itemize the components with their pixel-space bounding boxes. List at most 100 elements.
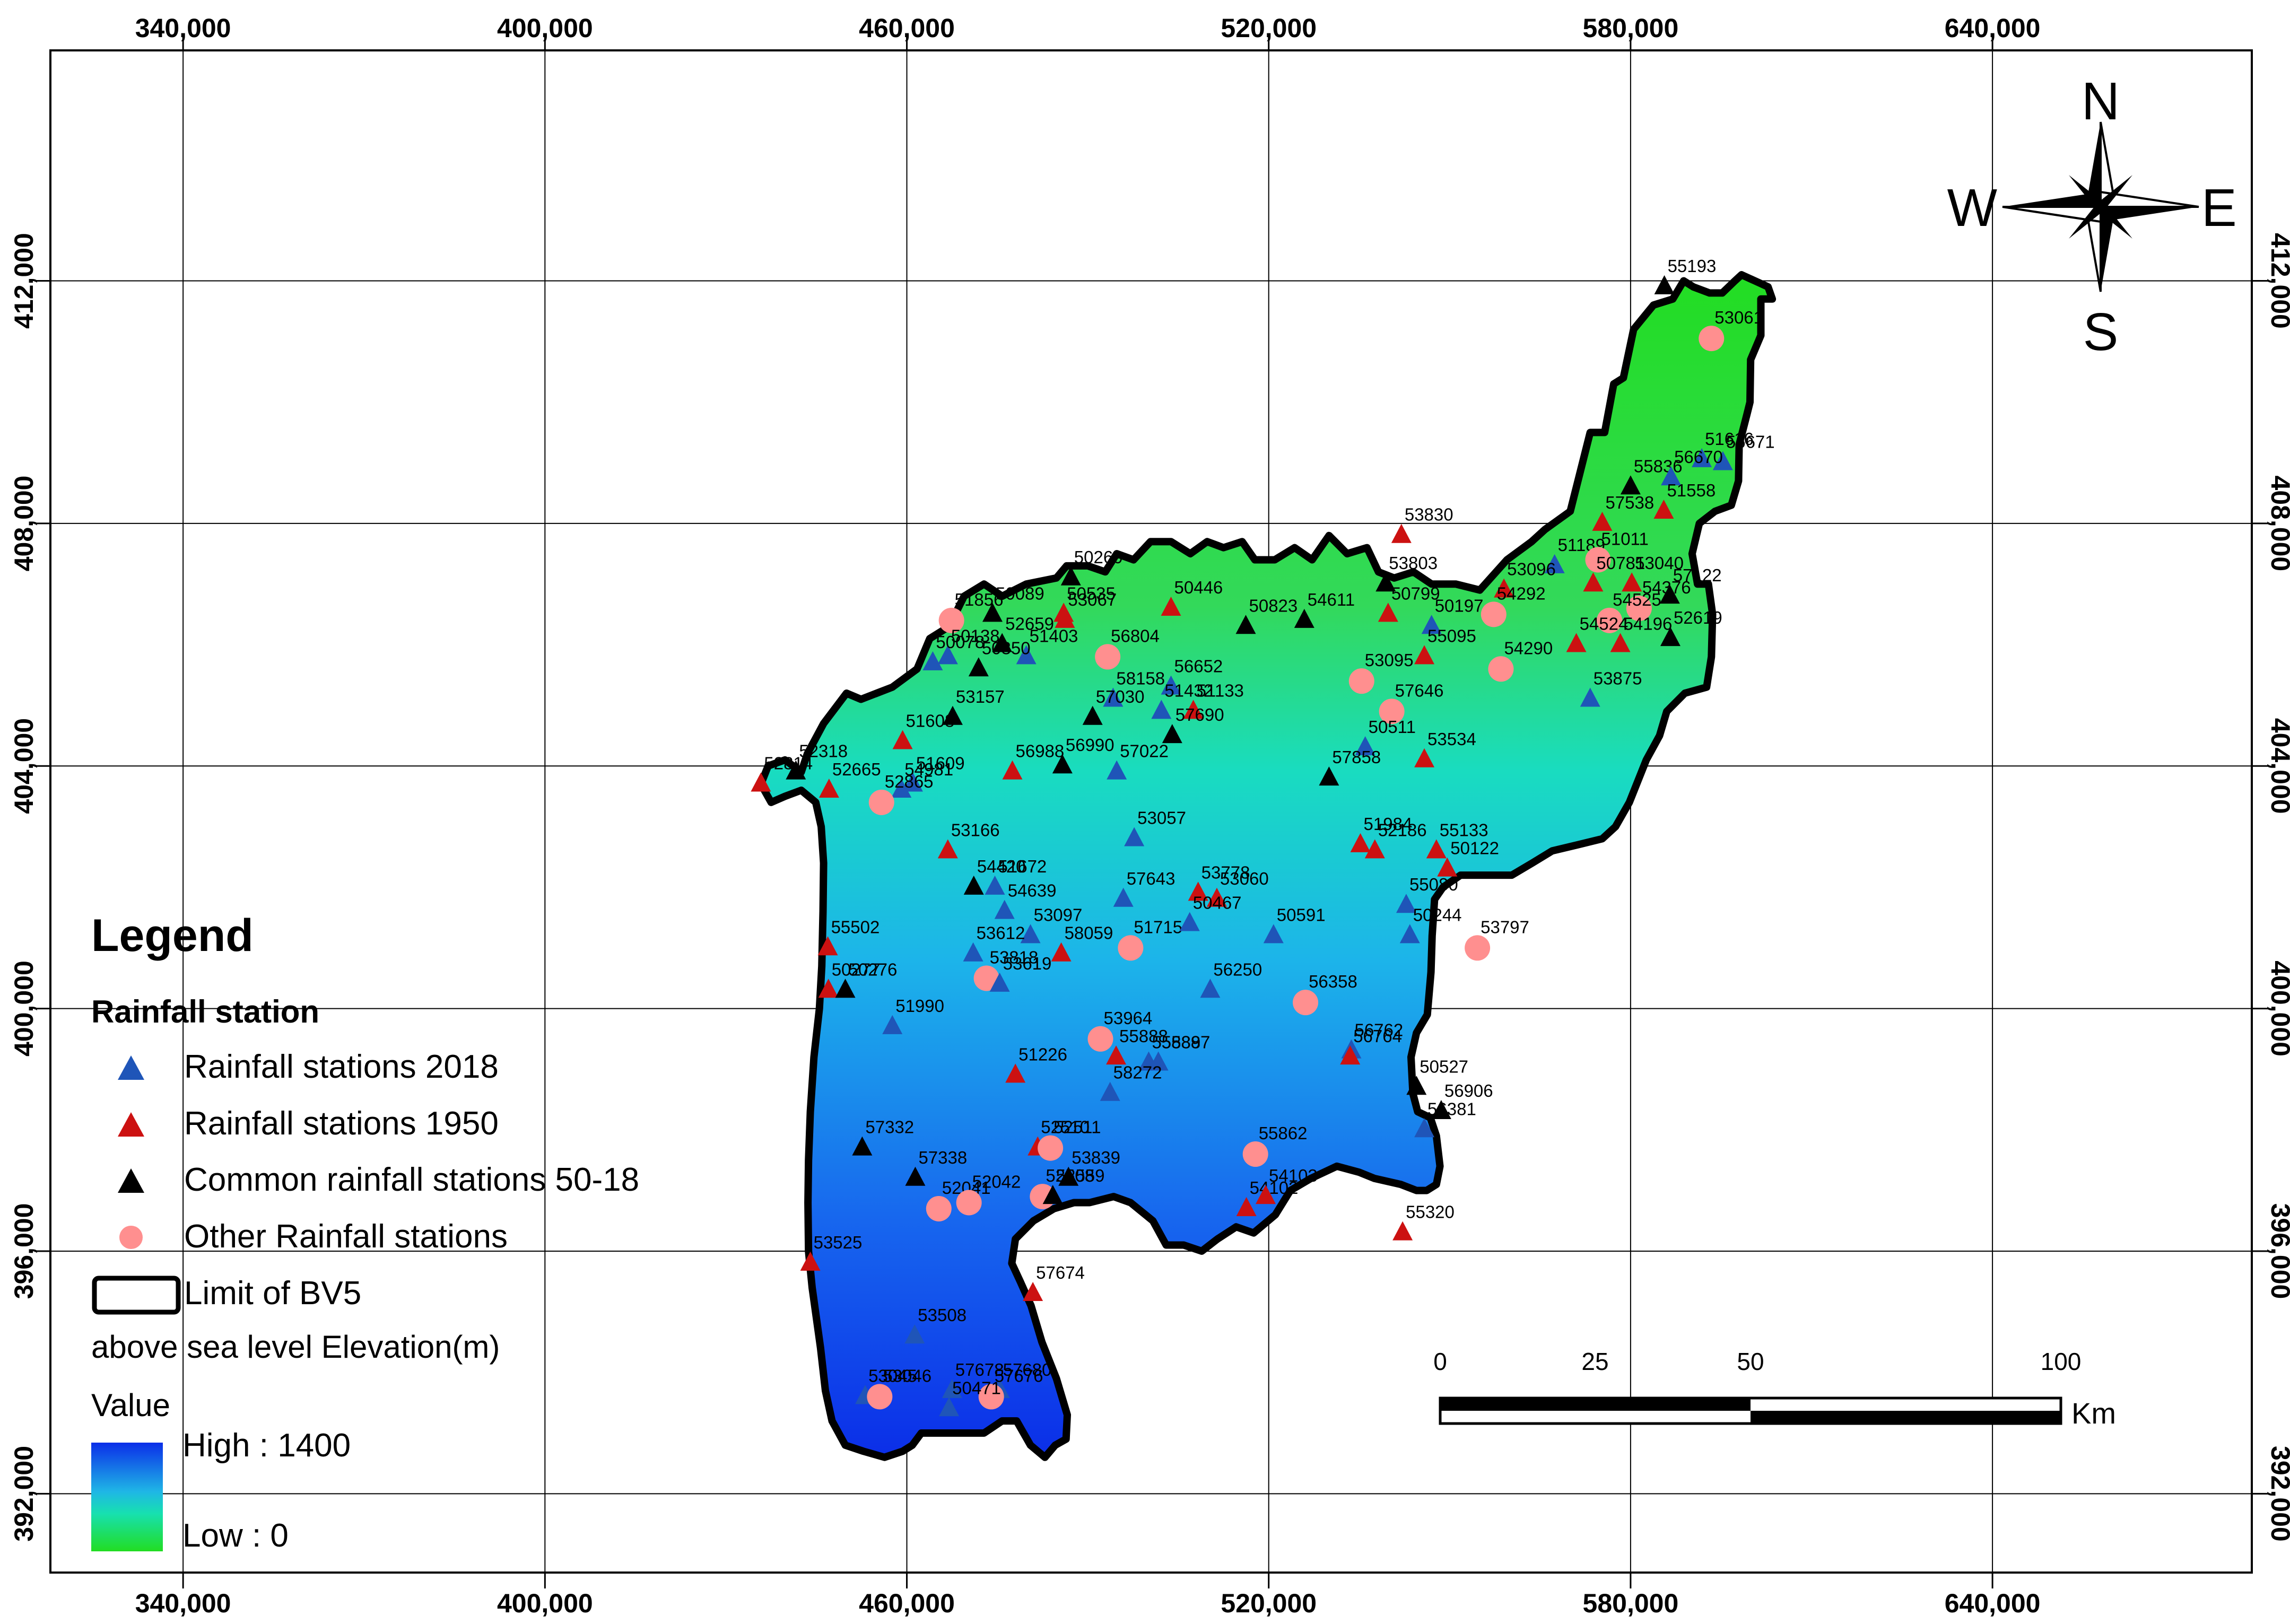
station-label: 57858 (1332, 747, 1381, 767)
station-rain-2018-marker (1200, 979, 1221, 998)
station-label: 53061 (1714, 308, 1763, 327)
station-label: 53803 (1389, 553, 1438, 573)
compass-rose: N S E W (1947, 72, 2237, 362)
station-label: 50197 (1435, 596, 1484, 615)
station-label: 53040 (1635, 553, 1684, 573)
station-label: 50089 (996, 583, 1044, 603)
station-rain-2018-marker (1124, 827, 1145, 846)
x-tick-label: 400,000 (497, 1588, 593, 1618)
station-rain-2018-marker (1544, 554, 1565, 573)
station-common-marker (1052, 754, 1073, 774)
station-common-marker (1058, 1166, 1079, 1186)
station-rain-1950-marker (1236, 1197, 1257, 1216)
x-tick-label: 340,000 (135, 13, 231, 43)
station-label: 57678 (955, 1360, 1004, 1379)
station-label: 53797 (1481, 917, 1529, 937)
station-label: 50527 (1420, 1057, 1468, 1076)
station-rain-1950-marker (1414, 645, 1435, 665)
station-rain-2018-marker (891, 778, 912, 798)
station-label: 53839 (1072, 1148, 1120, 1167)
station-label: 51403 (1030, 626, 1078, 645)
station-other-marker (1087, 1026, 1113, 1052)
station-label: 56250 (1213, 959, 1262, 979)
station-common-marker (1660, 627, 1681, 647)
station-label: 51609 (916, 754, 965, 773)
station-label: 52511 (1053, 1117, 1101, 1137)
legend-title: Legend (91, 910, 254, 961)
station-other-marker (1597, 607, 1623, 633)
station-rain-2018-marker (1107, 760, 1127, 780)
station-label: 52665 (832, 759, 881, 779)
station-other-marker (1626, 595, 1652, 621)
station-common-marker (1082, 705, 1103, 725)
station-label: 53067 (1068, 590, 1117, 609)
scale-tick-label: 0 (1433, 1348, 1447, 1375)
station-label: 54981 (904, 759, 953, 779)
y-tick-label: 400,000 (2266, 961, 2290, 1057)
station-label: 54292 (1497, 583, 1546, 603)
station-label: 55095 (1427, 626, 1476, 645)
station-rain-1950-marker (1494, 578, 1514, 598)
station-rain-2018-marker (902, 772, 923, 792)
station-label: 51608 (906, 711, 955, 731)
station-label: 51715 (1134, 917, 1182, 937)
station-common-marker (1654, 275, 1675, 294)
station-label: 51856 (955, 590, 1004, 609)
station-rain-1950-marker (1414, 748, 1435, 767)
station-label: 50511 (1369, 717, 1416, 737)
station-common-marker (968, 657, 989, 677)
station-label: 51558 (1667, 481, 1716, 500)
station-label: 50122 (1450, 839, 1499, 858)
y-axis-left: 412,000 408,000 404,000 400,000 396,000 392,0… (9, 233, 39, 1542)
y-tick-label: 392,000 (9, 1446, 39, 1542)
station-other-marker (867, 1384, 893, 1410)
legend-label: Rainfall stations 2018 (184, 1049, 499, 1085)
station-rain-1950-marker (1653, 500, 1674, 519)
station-label: 53534 (1427, 729, 1476, 749)
station-label: 52659 (1005, 614, 1054, 634)
station-rain-2018-marker (994, 900, 1015, 919)
y-tick-label: 408,000 (9, 475, 39, 571)
station-label: 58158 (1116, 668, 1165, 688)
compass-label-e: E (2201, 178, 2237, 238)
station-label: 51133 (1197, 680, 1244, 700)
station-label: 54102 (1250, 1178, 1299, 1198)
station-other-marker (1699, 326, 1725, 352)
station-common-marker (852, 1136, 873, 1156)
station-label: 50244 (1413, 905, 1462, 924)
station-label: 54420 (977, 857, 1026, 876)
station-label: 50277 (832, 959, 881, 979)
scale-bar-graphic (1439, 1396, 2062, 1425)
station-rain-2018-marker (942, 1378, 962, 1398)
station-other-marker (978, 1384, 1004, 1410)
station-rain-1950-marker (1364, 839, 1385, 859)
station-label: 51432 (1164, 680, 1213, 700)
x-tick-label: 580,000 (1583, 13, 1679, 43)
station-label: 57690 (1176, 705, 1224, 724)
station-label: 50591 (1277, 905, 1326, 924)
x-tick-label: 460,000 (859, 13, 955, 43)
station-rain-2018-marker (1113, 887, 1134, 907)
station-label: 57538 (1605, 493, 1654, 512)
y-tick-label: 412,000 (9, 233, 39, 329)
station-label: 53508 (918, 1305, 966, 1325)
station-label: 55193 (1668, 256, 1717, 276)
station-label: 50260 (1074, 547, 1123, 567)
station-label: 50471 (952, 1378, 1001, 1398)
x-tick-label: 520,000 (1221, 1588, 1317, 1618)
station-rain-2018-marker (1661, 466, 1682, 486)
station-label: 52042 (972, 1172, 1021, 1192)
station-rain-2018-marker (1100, 1081, 1120, 1101)
station-rain-2018-marker (1396, 894, 1416, 913)
station-rain-2018-marker (922, 651, 943, 670)
station-common-marker (1659, 584, 1680, 604)
station-common-marker (1060, 566, 1081, 586)
x-tick-label: 400,000 (497, 13, 593, 43)
station-rain-1950-marker (800, 1251, 821, 1271)
station-common-marker (1620, 475, 1641, 495)
legend-section-title: Rainfall station (91, 994, 320, 1029)
station-rain-1950-marker (1188, 881, 1208, 901)
scale-unit: Km (2071, 1396, 2116, 1430)
station-rain-1950-marker (1426, 839, 1447, 859)
station-label: 57338 (918, 1148, 967, 1167)
